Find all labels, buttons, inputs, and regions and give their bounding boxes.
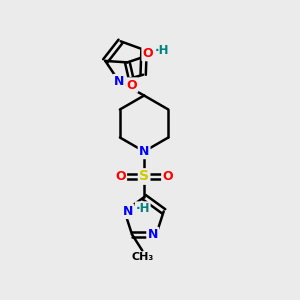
Text: S: S (139, 169, 149, 184)
Text: N: N (123, 205, 133, 218)
Text: CH₃: CH₃ (131, 252, 153, 262)
Text: ·H: ·H (154, 44, 169, 57)
Text: O: O (142, 47, 153, 60)
Text: N: N (148, 228, 158, 241)
Text: N: N (139, 145, 149, 158)
Text: N: N (114, 75, 124, 88)
Text: O: O (162, 170, 173, 183)
Text: ·H: ·H (136, 202, 150, 215)
Text: O: O (115, 170, 126, 183)
Text: O: O (126, 79, 137, 92)
